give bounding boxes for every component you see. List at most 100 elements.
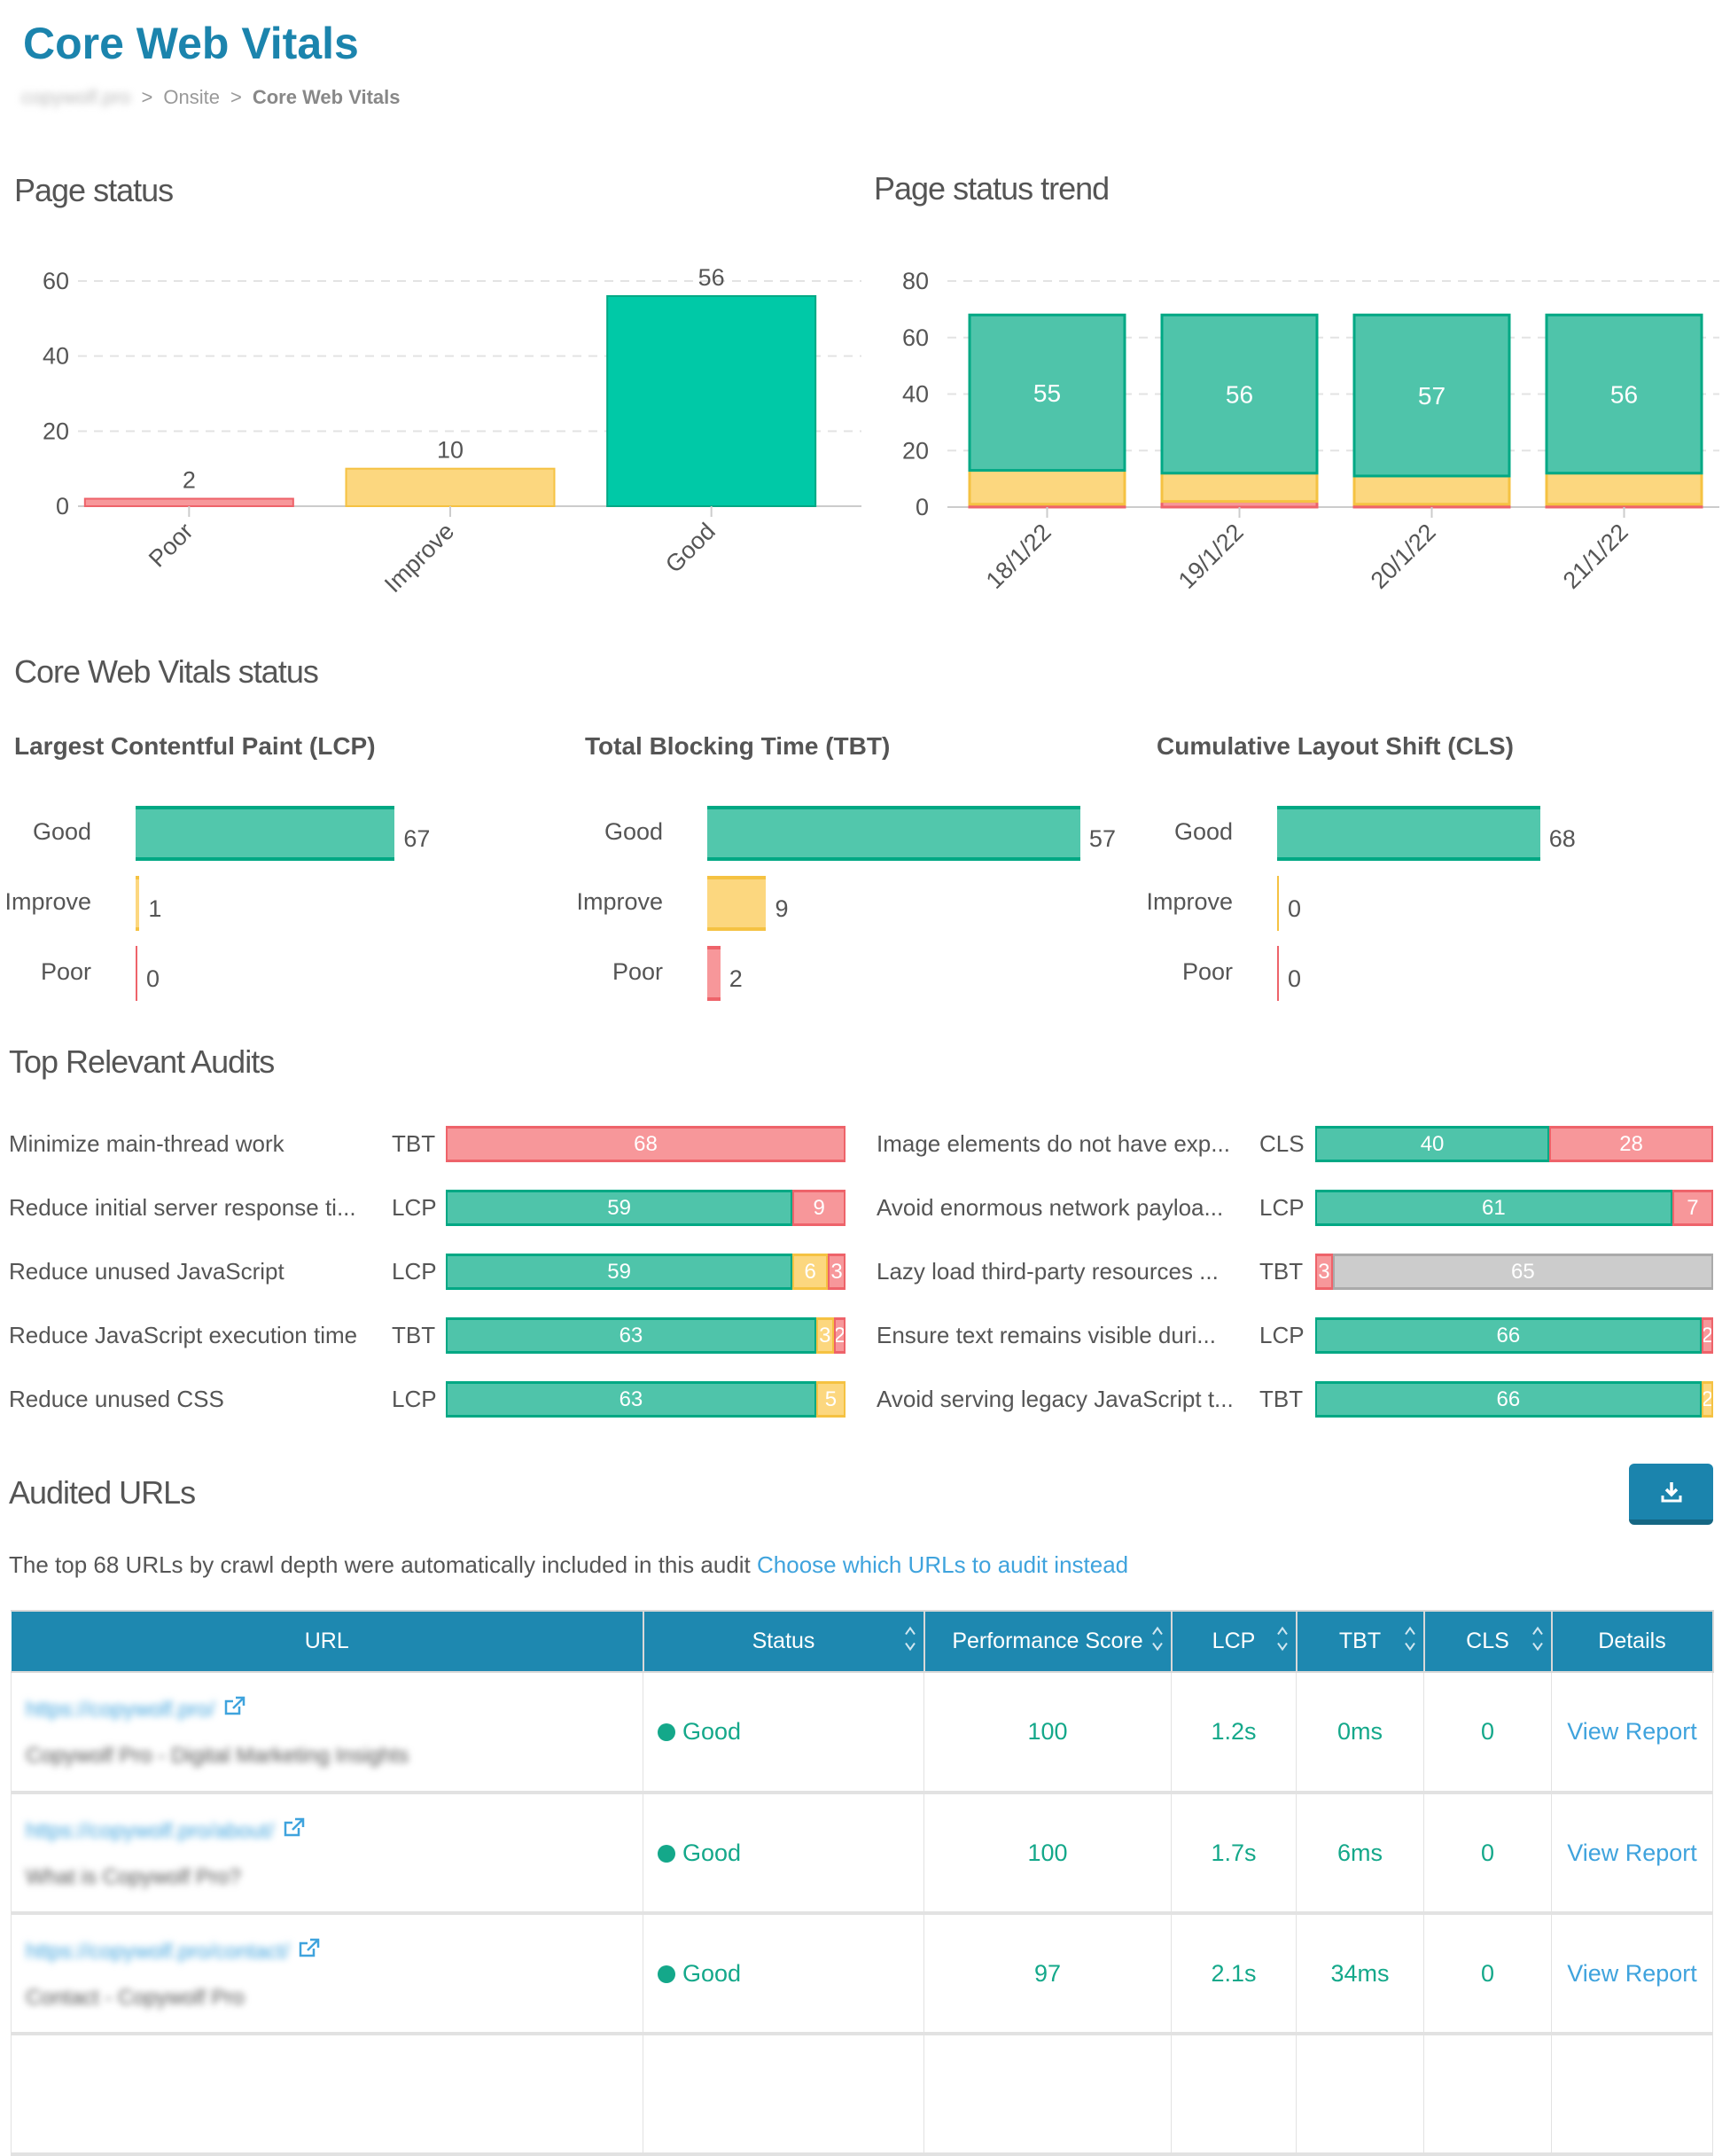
cwv-bar-poor (136, 946, 137, 1001)
audit-label[interactable]: Reduce JavaScript execution time (9, 1322, 358, 1348)
sort-icon[interactable] (1151, 1625, 1164, 1658)
audit-label[interactable]: Lazy load third-party resources ... (877, 1258, 1219, 1285)
audit-label[interactable]: Ensure text remains visible duri... (877, 1322, 1216, 1348)
column-header-label: CLS (1466, 1629, 1509, 1653)
cls-value: 0 (1423, 1792, 1552, 1915)
audit-segment-improve: 2 (1701, 1381, 1713, 1418)
cwv-status-heading: Core Web Vitals status (14, 653, 319, 690)
description-text: The top 68 URLs by crawl depth were auto… (9, 1551, 751, 1578)
audited-urls-table: URL Status Performance Score LCP TBT CLS Detai… (11, 1610, 1714, 2156)
status-good-dot (658, 1844, 675, 1863)
audit-label[interactable]: Minimize main-thread work (9, 1130, 284, 1157)
url-link[interactable]: https://copywolf.pro/ (26, 1698, 215, 1722)
top-audits-heading: Top Relevant Audits (9, 1043, 275, 1080)
column-header-performance-score[interactable]: Performance Score (923, 1610, 1173, 1673)
x-tick-label: 20/1/22 (1366, 519, 1441, 594)
sort-icon[interactable] (904, 1625, 916, 1658)
external-link-icon[interactable] (298, 1937, 321, 1964)
stack-poor (1545, 503, 1703, 509)
audit-stacked-bar[interactable]: 61 7 (1315, 1190, 1713, 1226)
cwv-bar-poor (707, 946, 721, 1001)
audit-metric: LCP (1259, 1322, 1305, 1348)
audit-segment-improve: 3 (815, 1317, 834, 1354)
bar-good (606, 294, 817, 507)
audit-segment-poor: 2 (1701, 1317, 1713, 1354)
download-button[interactable] (1629, 1464, 1713, 1525)
audit-label[interactable]: Reduce unused CSS (9, 1386, 224, 1412)
status-label: Good (682, 1839, 742, 1866)
column-header-status[interactable]: Status (643, 1610, 925, 1673)
status-good-dot (658, 1723, 675, 1741)
audit-stacked-bar[interactable]: 66 2 (1315, 1381, 1713, 1418)
audit-label[interactable]: Reduce unused JavaScript (9, 1258, 284, 1285)
lcp-value: 1.7s (1171, 1792, 1297, 1915)
breadcrumb-current: Core Web Vitals (252, 86, 401, 108)
x-tick-label: Poor (144, 518, 199, 573)
sort-icon[interactable] (1276, 1625, 1289, 1658)
cwv-row-label: Poor (1181, 958, 1233, 985)
audit-metric: TBT (392, 1322, 436, 1348)
cls-value: 0 (1423, 1912, 1552, 2035)
details-cell: View Report (1551, 1671, 1713, 1794)
audit-stacked-bar[interactable]: 66 2 (1315, 1317, 1713, 1354)
breadcrumb-site[interactable]: copywolf.pro (21, 86, 131, 108)
url-link[interactable]: https://copywolf.pro/contact/ (26, 1939, 290, 1964)
stack-improve (968, 469, 1126, 506)
sort-icon[interactable] (1404, 1625, 1416, 1658)
tbt-value: 6ms (1296, 1792, 1424, 1915)
audit-segment-good: 66 (1315, 1381, 1702, 1418)
url-line: https://copywolf.pro/contact/ (26, 1937, 643, 1965)
url-cell: https://copywolf.pro/about/What is Copyw… (11, 1792, 643, 1915)
audit-stacked-bar[interactable]: 59 6 3 (446, 1254, 846, 1290)
audit-stacked-bar[interactable]: 3 65 (1315, 1254, 1713, 1290)
cwv-metric-title: Largest Contentful Paint (LCP) (14, 732, 376, 760)
page-status-trend-heading: Page status trend (874, 170, 1110, 207)
cwv-bar-value: 0 (146, 965, 160, 992)
url-link[interactable]: https://copywolf.pro/about/ (26, 1818, 275, 1843)
lcp-value: 2.1s (1171, 1912, 1297, 2035)
column-header-tbt[interactable]: TBT (1296, 1610, 1425, 1673)
column-header-label: Status (752, 1629, 815, 1653)
choose-urls-link[interactable]: Choose which URLs to audit instead (757, 1551, 1129, 1578)
audit-stacked-bar[interactable]: 63 5 (446, 1381, 846, 1418)
cwv-row-label: Poor (612, 958, 663, 985)
sort-icon[interactable] (1531, 1625, 1544, 1658)
cwv-row-label: Poor (40, 958, 91, 985)
audit-segment-poor: 28 (1549, 1126, 1713, 1162)
view-report-link[interactable]: View Report (1567, 1839, 1697, 1866)
audit-label[interactable]: Avoid enormous network payloa... (877, 1194, 1224, 1221)
audit-label[interactable]: Avoid serving legacy JavaScript t... (877, 1386, 1234, 1412)
audit-segment-good: 61 (1315, 1190, 1672, 1226)
external-link-icon[interactable] (223, 1695, 246, 1722)
audit-stacked-bar[interactable]: 59 9 (446, 1190, 846, 1226)
audit-stacked-bar[interactable]: 63 3 2 (446, 1317, 846, 1354)
audit-label[interactable]: Image elements do not have exp... (877, 1130, 1230, 1157)
view-report-link[interactable]: View Report (1567, 1718, 1697, 1745)
x-tick-label: Good (660, 518, 721, 578)
breadcrumb-onsite[interactable]: Onsite (163, 86, 220, 108)
breadcrumb-separator: > (141, 86, 153, 108)
stack-good (1160, 313, 1319, 475)
view-report-link[interactable]: View Report (1567, 1959, 1697, 1987)
audit-metric: CLS (1259, 1130, 1305, 1157)
cwv-bar-value: 67 (403, 825, 431, 852)
column-header-cls[interactable]: CLS (1423, 1610, 1553, 1673)
data-label: 2 (183, 467, 196, 494)
y-tick-label: 20 (902, 437, 929, 464)
audit-stacked-bar[interactable]: 68 (446, 1126, 846, 1162)
status-cell: Good (643, 1792, 924, 1915)
stack-label: 57 (1418, 382, 1446, 410)
bar-improve (345, 467, 556, 508)
audit-label[interactable]: Reduce initial server response ti... (9, 1194, 356, 1221)
column-header-lcp[interactable]: LCP (1171, 1610, 1298, 1673)
status-cell: Good (643, 1671, 924, 1794)
status-label: Good (682, 1718, 742, 1745)
table-row: https://copywolf.pro/Copywolf Pro - Digi… (11, 1671, 1713, 1794)
external-link-icon[interactable] (283, 1816, 306, 1843)
stack-label: 55 (1033, 379, 1061, 407)
cwv-bar-good (1277, 806, 1540, 861)
stack-poor (1352, 503, 1511, 509)
audit-stacked-bar[interactable]: 40 28 (1315, 1126, 1713, 1162)
cwv-bar-poor (1277, 946, 1279, 1001)
x-tick-label: Improve (379, 518, 459, 598)
